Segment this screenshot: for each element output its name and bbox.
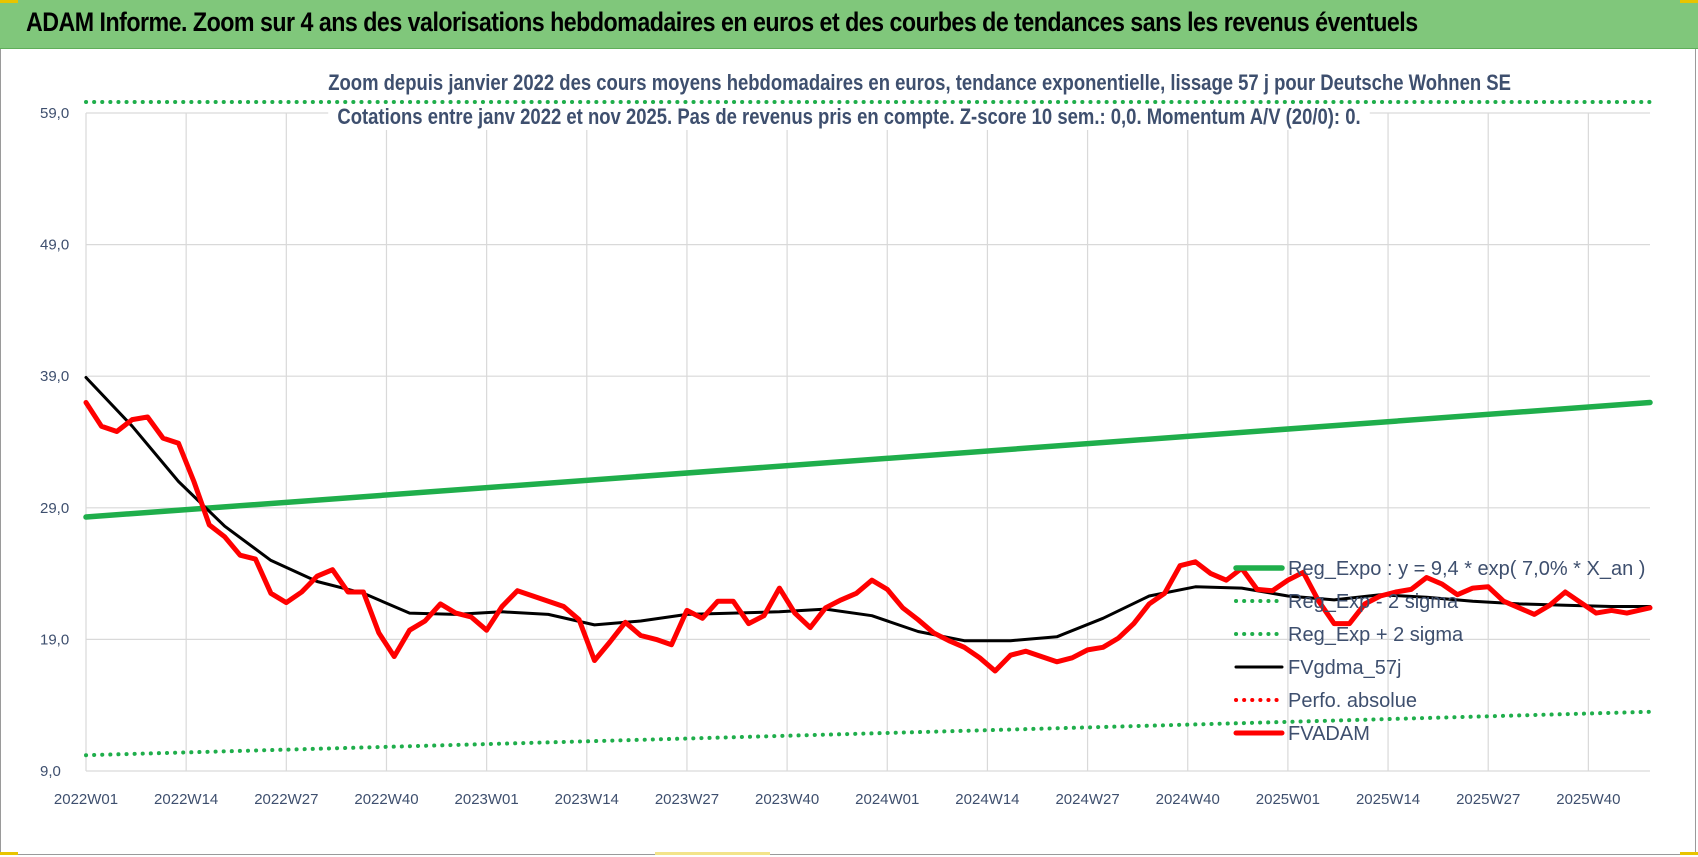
y-axis-ticks: 59,0 49,0 39,0 29,0 19,0 9,0 xyxy=(40,105,69,780)
x-tick-label: 2023W27 xyxy=(655,791,719,808)
series-line-1 xyxy=(84,709,1652,758)
legend-label: FVADAM xyxy=(1288,723,1370,745)
x-tick-label: 2022W40 xyxy=(354,791,418,808)
x-tick-label: 2025W01 xyxy=(1256,791,1320,808)
chart-series xyxy=(83,100,1653,758)
corner-mark xyxy=(1680,852,1698,855)
legend-label: Perfo. absolue xyxy=(1288,690,1417,712)
x-tick-label: 2024W40 xyxy=(1156,791,1220,808)
series-line-0 xyxy=(83,399,1653,520)
legend-label: Reg_Expo : y = 9,4 * exp( 7,0% * X_an ) xyxy=(1288,558,1645,580)
page-title: ADAM Informe. Zoom sur 4 ans des valoris… xyxy=(26,7,1418,37)
x-axis-ticks: 2022W01 2022W14 2022W27 2022W40 2023W01 2023W… xyxy=(54,791,1621,808)
legend-label: Reg_Exp + 2 sigma xyxy=(1288,624,1464,646)
x-tick-label: 2022W14 xyxy=(154,791,218,808)
chart-legend: Reg_Expo : y = 9,4 * exp( 7,0% * X_an ) R… xyxy=(1233,558,1645,745)
x-tick-label: 2024W01 xyxy=(855,791,919,808)
x-tick-label: 2022W01 xyxy=(54,791,118,808)
x-tick-label: 2024W27 xyxy=(1055,791,1119,808)
x-tick-label: 2022W27 xyxy=(254,791,318,808)
chart-subtitle: Cotations entre janv 2022 et nov 2025. P… xyxy=(328,104,1370,130)
x-tick-label: 2023W40 xyxy=(755,791,819,808)
y-tick-label: 49,0 xyxy=(40,237,69,254)
legend-label: Reg_Exp - 2 sigma xyxy=(1288,591,1459,613)
x-tick-label: 2025W40 xyxy=(1556,791,1620,808)
y-tick-label: 9,0 xyxy=(40,763,61,780)
corner-mark xyxy=(0,852,18,855)
x-tick-label: 2024W14 xyxy=(955,791,1019,808)
x-tick-label: 2023W14 xyxy=(555,791,619,808)
corner-mark xyxy=(0,0,18,3)
y-tick-label: 29,0 xyxy=(40,500,69,517)
y-tick-label: 59,0 xyxy=(40,105,69,122)
legend-label: FVgdma_57j xyxy=(1288,657,1401,679)
series-line-5 xyxy=(83,400,1653,674)
x-tick-label: 2025W27 xyxy=(1456,791,1520,808)
x-tick-label: 2023W01 xyxy=(455,791,519,808)
corner-mark xyxy=(1680,0,1698,3)
chart-grid xyxy=(85,112,1650,772)
title-banner: ADAM Informe. Zoom sur 4 ans des valoris… xyxy=(0,0,1698,49)
y-tick-label: 19,0 xyxy=(40,631,69,648)
y-tick-label: 39,0 xyxy=(40,368,69,385)
corner-mark xyxy=(655,852,770,855)
chart-title: Zoom depuis janvier 2022 des cours moyen… xyxy=(328,70,1511,96)
x-tick-label: 2025W14 xyxy=(1356,791,1420,808)
